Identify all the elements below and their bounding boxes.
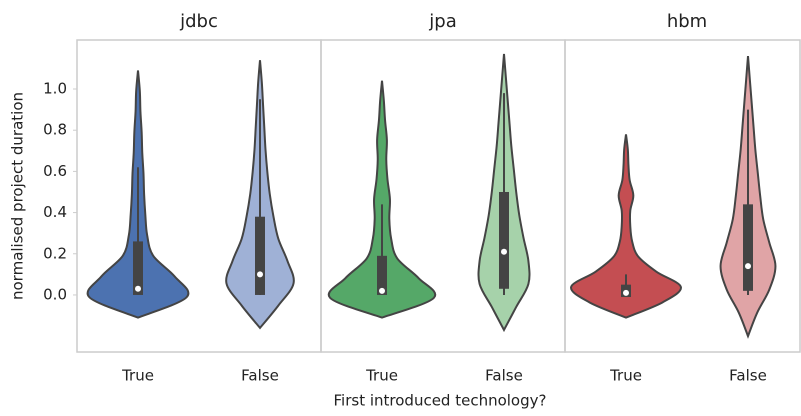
x-tick-label: False	[729, 367, 767, 385]
panel-title: hbm	[667, 11, 707, 32]
median	[135, 285, 141, 292]
y-tick-label: 0.4	[43, 203, 67, 221]
x-tick-label: True	[609, 367, 642, 385]
y-axis-label: normalised project duration	[9, 92, 27, 300]
iqr-box	[743, 204, 753, 291]
median	[623, 289, 629, 296]
x-tick-label: False	[485, 367, 523, 385]
y-tick-label: 0.2	[43, 244, 67, 262]
median	[501, 248, 507, 255]
violin-body	[327, 80, 437, 319]
y-tick-label: 0.8	[43, 121, 67, 139]
median	[257, 271, 263, 278]
panel-title: jpa	[428, 11, 456, 32]
y-tick-label: 1.0	[43, 80, 67, 98]
x-tick-label: False	[241, 367, 279, 385]
x-axis-label: First introduced technology?	[334, 392, 547, 410]
y-tick-label: 0.0	[43, 285, 67, 303]
panel-title: jdbc	[179, 11, 218, 32]
y-tick-label: 0.6	[43, 162, 67, 180]
median	[745, 263, 751, 270]
iqr-box	[499, 191, 509, 289]
x-tick-label: True	[121, 367, 154, 385]
x-tick-label: True	[365, 367, 398, 385]
violin-body	[570, 134, 682, 319]
iqr-box	[377, 255, 387, 295]
median	[379, 287, 385, 294]
panel-frame	[564, 39, 801, 353]
iqr-box	[255, 216, 265, 295]
iqr-box	[133, 241, 143, 295]
